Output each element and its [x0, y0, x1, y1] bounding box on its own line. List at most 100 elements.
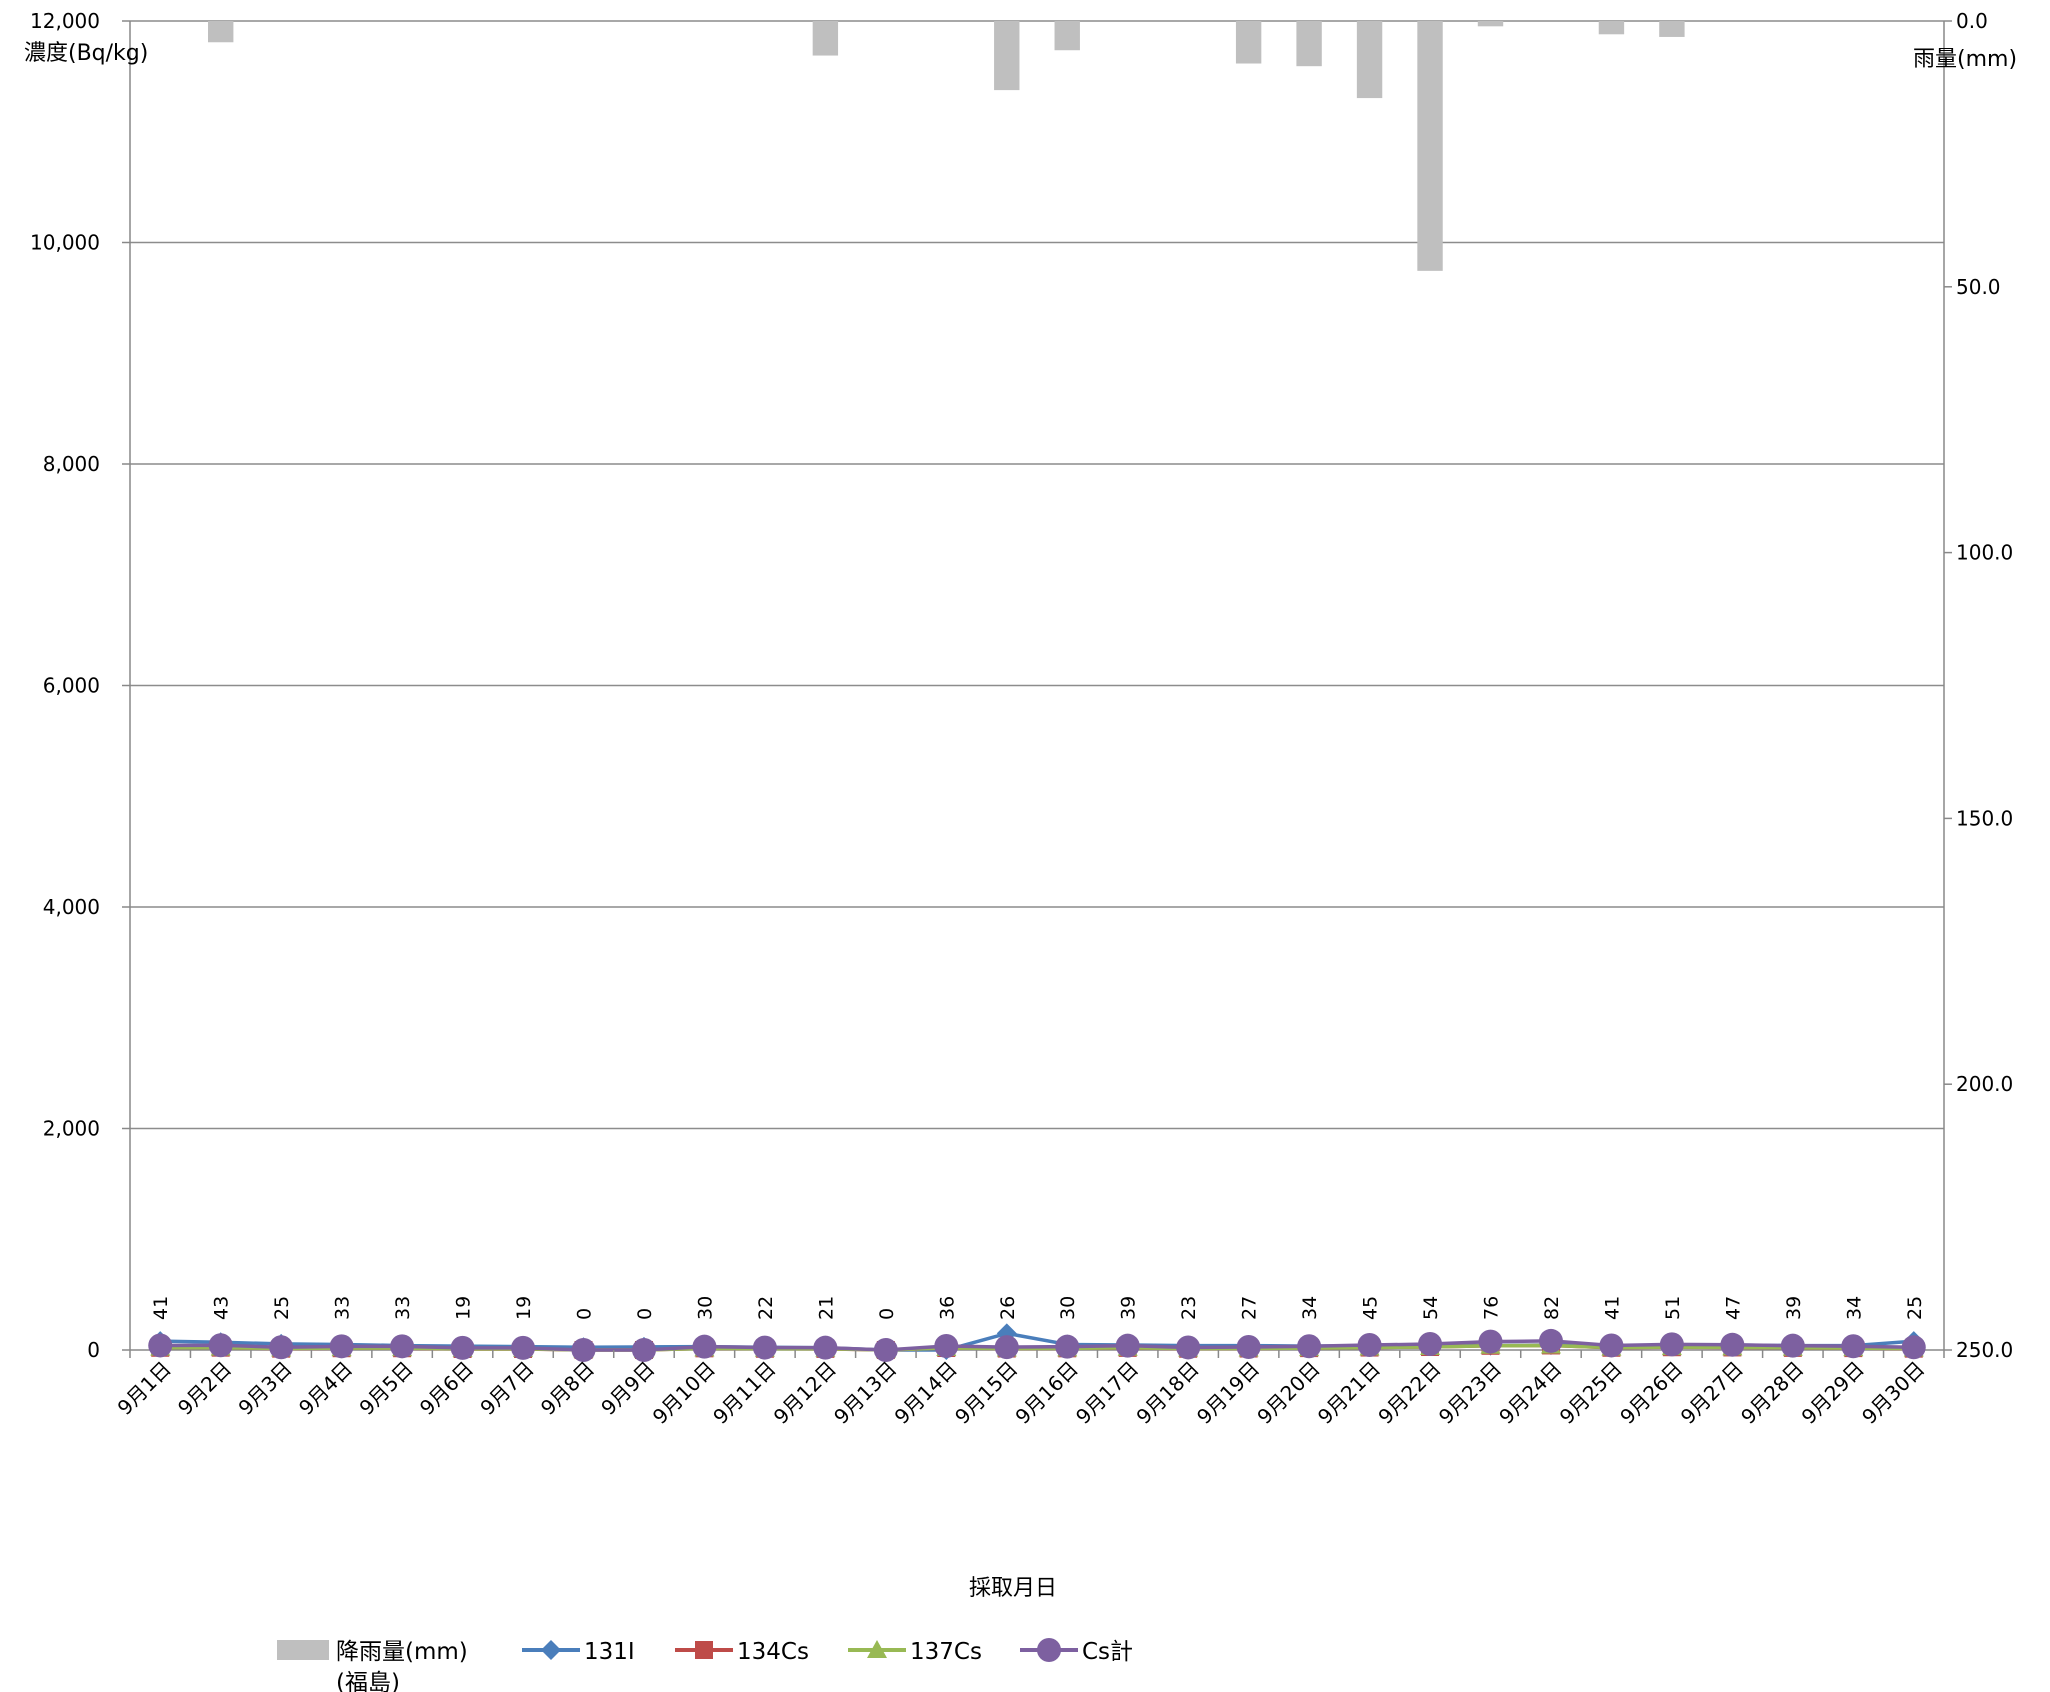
marker-circle	[1901, 1335, 1926, 1360]
data-label: 41	[1601, 1296, 1623, 1320]
marker-circle	[934, 1334, 959, 1359]
x-tick-label: 9月17日	[1071, 1357, 1143, 1429]
x-tick-label: 9月16日	[1011, 1357, 1083, 1429]
data-label: 33	[332, 1296, 354, 1320]
marker-circle	[571, 1338, 596, 1362]
data-label: 0	[876, 1308, 898, 1320]
series-lines	[148, 1323, 1926, 1362]
rain-bars	[208, 21, 1685, 271]
marker-circle	[390, 1334, 415, 1359]
x-tick-label: 9月8日	[536, 1357, 599, 1420]
legend-swatch-rain	[277, 1640, 329, 1660]
right-tick-label: 200.0	[1956, 1072, 2013, 1096]
marker-circle	[692, 1334, 717, 1359]
data-label: 41	[150, 1296, 172, 1320]
data-label: 39	[1783, 1296, 1805, 1320]
data-label: 19	[453, 1296, 475, 1320]
rain-bar	[1659, 21, 1685, 37]
x-tick-label: 9月23日	[1434, 1357, 1506, 1429]
x-tick-label: 9月28日	[1736, 1357, 1808, 1429]
x-tick-label: 9月22日	[1373, 1357, 1445, 1429]
marker-triangle	[867, 1640, 887, 1658]
marker-circle	[269, 1335, 294, 1360]
x-tick-label: 9月20日	[1252, 1357, 1324, 1429]
x-tick-label: 9月15日	[950, 1357, 1022, 1429]
rain-bar	[1235, 21, 1262, 64]
x-tick-label: 9月19日	[1192, 1357, 1264, 1429]
marker-circle	[1478, 1329, 1503, 1354]
data-label: 26	[997, 1296, 1019, 1320]
x-tick-label: 9月29日	[1797, 1357, 1869, 1429]
x-tick-label: 9月4日	[294, 1357, 357, 1420]
marker-circle	[1780, 1333, 1805, 1358]
marker-circle	[148, 1333, 173, 1358]
x-tick-label: 9月14日	[890, 1357, 962, 1429]
x-tick-label: 9月13日	[829, 1357, 901, 1429]
data-label: 33	[392, 1296, 414, 1320]
x-tick-label: 9月6日	[415, 1357, 478, 1420]
left-tick-label: 6,000	[43, 674, 100, 698]
data-label: 23	[1178, 1296, 1200, 1320]
data-label: 27	[1239, 1296, 1261, 1320]
left-tick-label: 0	[87, 1338, 100, 1362]
series-Cs計	[148, 1328, 1926, 1362]
data-label: 39	[1118, 1296, 1140, 1320]
x-tick-label: 9月26日	[1615, 1357, 1687, 1429]
marker-circle	[1659, 1332, 1684, 1357]
marker-circle	[1599, 1333, 1624, 1358]
data-label: 34	[1843, 1296, 1865, 1320]
legend-label-rain: 降雨量(mm)	[336, 1639, 468, 1665]
right-tick-label: 100.0	[1956, 541, 2013, 565]
right-tick-labels: 0.0 50.0 100.0 150.0 200.0 250.0	[1944, 9, 2013, 1362]
data-label: 30	[1057, 1296, 1079, 1320]
marker-circle	[329, 1334, 354, 1359]
marker-circle	[631, 1338, 656, 1362]
data-label: 51	[1662, 1296, 1684, 1320]
marker-circle	[450, 1335, 475, 1360]
legend-label: 134Cs	[737, 1639, 809, 1665]
rain-bar	[1417, 21, 1443, 271]
x-tick-label: 9月18日	[1131, 1357, 1203, 1429]
rain-bar	[1054, 21, 1080, 51]
marker-circle	[1236, 1335, 1261, 1360]
legend-label-rain-line2: (福島)	[336, 1670, 400, 1692]
data-label: 82	[1541, 1296, 1563, 1320]
marker-circle	[873, 1338, 898, 1362]
data-label: 0	[634, 1308, 656, 1320]
data-label: 45	[1360, 1296, 1382, 1320]
marker-circle	[1538, 1328, 1563, 1353]
x-tick-labels: 9月1日9月2日9月3日9月4日9月5日9月6日9月7日9月8日9月9日9月10…	[113, 1350, 1945, 1429]
x-tick-label: 9月27日	[1676, 1357, 1748, 1429]
data-label: 21	[815, 1296, 837, 1320]
rain-bar	[1296, 21, 1322, 67]
left-tick-labels: 0 2,000 4,000 6,000 8,000 10,000 12,000	[30, 9, 130, 1362]
legend: 降雨量(mm) (福島) 131I 134Cs 137Cs Cs計	[277, 1638, 1133, 1692]
x-tick-label: 9月12日	[769, 1357, 841, 1429]
x-tick-label: 9月11日	[708, 1357, 780, 1429]
legend-label: 131I	[584, 1639, 635, 1665]
marker-circle	[1055, 1334, 1080, 1359]
x-axis-title: 採取月日	[969, 1576, 1057, 1601]
marker-diamond	[541, 1640, 561, 1660]
x-tick-label: 9月7日	[475, 1357, 538, 1420]
marker-circle	[1115, 1333, 1140, 1358]
rain-bar	[1356, 21, 1383, 99]
data-label: 22	[755, 1296, 777, 1320]
x-tick-label: 9月30日	[1857, 1357, 1929, 1429]
marker-circle	[994, 1335, 1019, 1360]
marker-circle	[813, 1335, 838, 1360]
x-tick-label: 9月5日	[354, 1357, 417, 1420]
rain-bar	[1477, 21, 1504, 27]
marker-circle	[1176, 1335, 1201, 1360]
marker-square	[695, 1641, 713, 1659]
x-tick-label: 9月1日	[113, 1357, 176, 1420]
data-label: 25	[1904, 1296, 1926, 1320]
x-tick-label: 9月2日	[173, 1357, 236, 1420]
x-tick-label: 9月10日	[648, 1357, 720, 1429]
marker-circle	[1720, 1332, 1745, 1357]
data-label: 25	[271, 1296, 293, 1320]
data-label: 36	[936, 1296, 958, 1320]
right-tick-label: 250.0	[1956, 1338, 2013, 1362]
marker-circle	[511, 1335, 536, 1360]
